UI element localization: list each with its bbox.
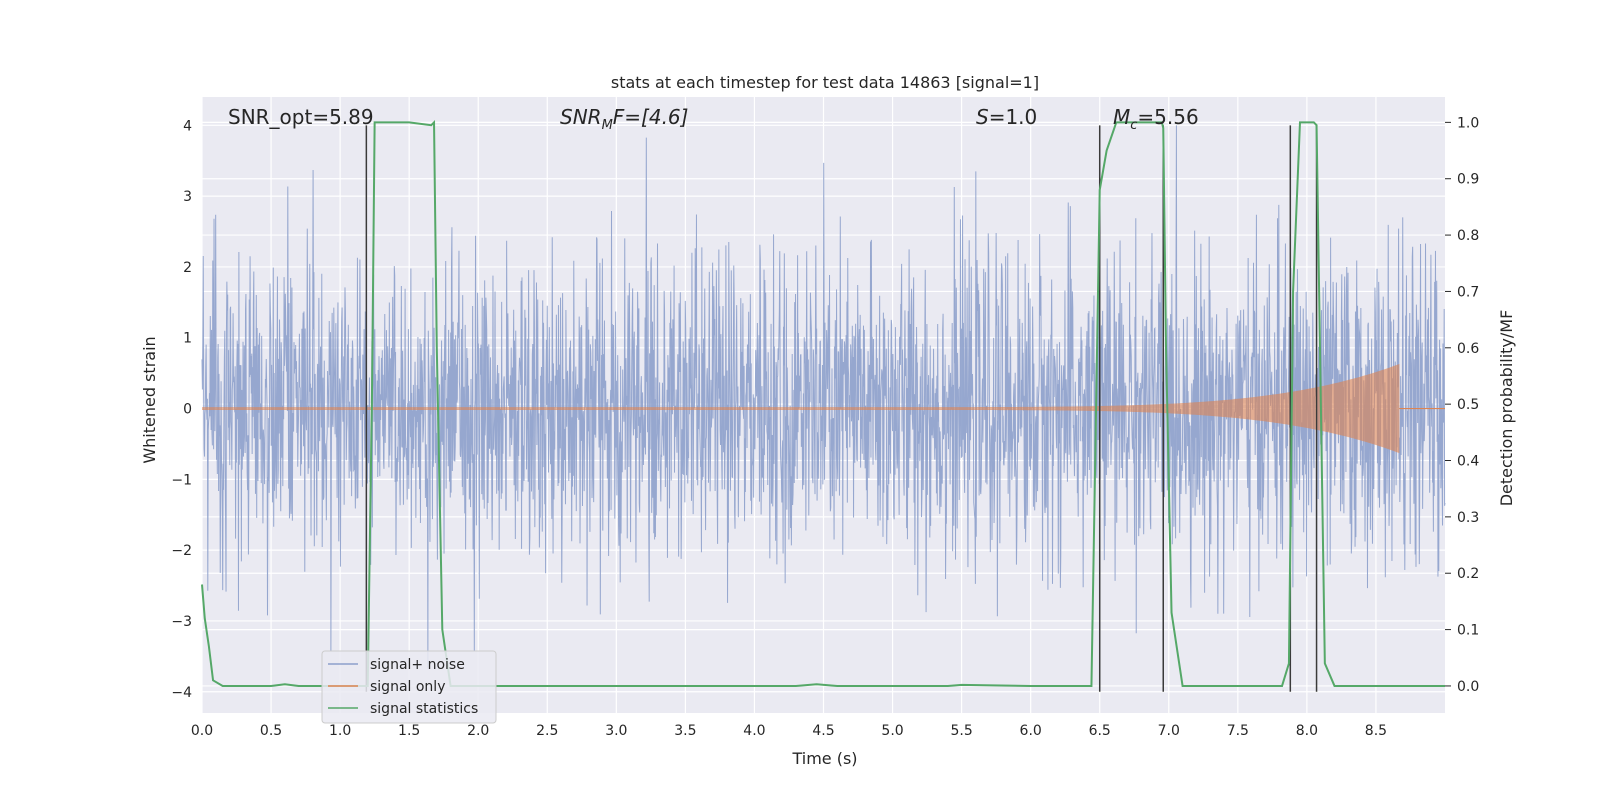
x-tick-label-15: 7.5 [1227,723,1249,739]
annotation-s: S=1.0 [976,105,1037,129]
x-tick-label-6: 3.0 [605,723,627,739]
annotation-snr-opt: SNR_opt=5.89 [228,105,374,129]
x-tick-label-11: 5.5 [950,723,972,739]
y-axis: −4 −3 −2 −1 0 1 2 3 4 [171,118,192,700]
x-tick-label-7: 3.5 [674,723,696,739]
y2-tick-label-9: 0.9 [1457,172,1479,188]
x-tick-label-0: 0.0 [191,723,213,739]
y2-axis: 0.0 0.1 0.2 0.3 0.4 0.5 0.6 0.7 0.8 0.9 1.0 [1445,115,1479,695]
y2-tick-label-3: 0.3 [1457,510,1479,526]
x-tick-label-1: 0.5 [260,723,282,739]
x-tick-label-3: 1.5 [398,723,420,739]
annotation-snr-mf: SNRMF=[4.6] [560,105,688,133]
x-tick-label-5: 2.5 [536,723,558,739]
x-tick-label-17: 8.5 [1365,723,1387,739]
x-tick-label-12: 6.0 [1020,723,1042,739]
x-tick-label-2: 1.0 [329,723,351,739]
y-tick-label-4: 0 [183,402,192,418]
y2-tick-label-6: 0.6 [1457,341,1479,357]
annotation-mc: Mc=5.56 [1113,105,1199,133]
y2-tick-label-2: 0.2 [1457,566,1479,582]
stats-line [201,119,1445,687]
y2-tick-label-10: 1.0 [1457,115,1479,131]
y-tick-label-1: −3 [171,614,192,630]
y-axis-label: Whitened strain [140,336,159,463]
x-tick-label-8: 4.0 [743,723,765,739]
y-tick-label-6: 2 [183,260,192,276]
x-tick-label-13: 6.5 [1089,723,1111,739]
x-tick-label-16: 8.0 [1296,723,1318,739]
y2-tick-label-8: 0.8 [1457,228,1479,244]
chart-title: stats at each timestep for test data 148… [611,73,1039,92]
legend: signal+ noise signal only signal statist… [321,650,497,724]
y2-tick-label-4: 0.4 [1457,454,1479,470]
x-tick-label-9: 4.5 [812,723,834,739]
x-tick-label-14: 7.0 [1158,723,1180,739]
legend-box [321,650,497,724]
y-tick-label-7: 3 [183,189,192,205]
y-tick-label-3: −1 [171,472,192,488]
y2-tick-label-0: 0.0 [1457,679,1479,695]
legend-label-noise: signal+ noise [370,657,465,673]
x-axis-label: Time (s) [791,749,857,768]
y2-tick-label-5: 0.5 [1457,397,1479,413]
noise-line [201,125,1446,669]
x-tick-label-4: 2.0 [467,723,489,739]
x-axis: 0.0 0.5 1.0 1.5 2.0 2.5 3.0 3.5 4.0 4.5 5.0 5.5 6.0 6… [191,723,1387,739]
series-signal-noise [201,125,1446,669]
legend-label-stats: signal statistics [370,701,478,717]
y2-tick-label-1: 0.1 [1457,623,1479,639]
y-tick-label-0: −4 [171,685,192,701]
y-tick-label-8: 4 [183,118,192,134]
signal-envelope [202,363,1400,454]
x-tick-label-10: 5.0 [881,723,903,739]
y-tick-label-2: −2 [171,543,192,559]
series-signal-only [202,363,1445,454]
y2-axis-label: Detection probability/MF [1497,310,1516,507]
legend-label-signal: signal only [370,679,445,695]
y2-tick-label-7: 0.7 [1457,284,1479,300]
series-signal-statistics [201,119,1445,687]
y-tick-label-5: 1 [183,331,192,347]
